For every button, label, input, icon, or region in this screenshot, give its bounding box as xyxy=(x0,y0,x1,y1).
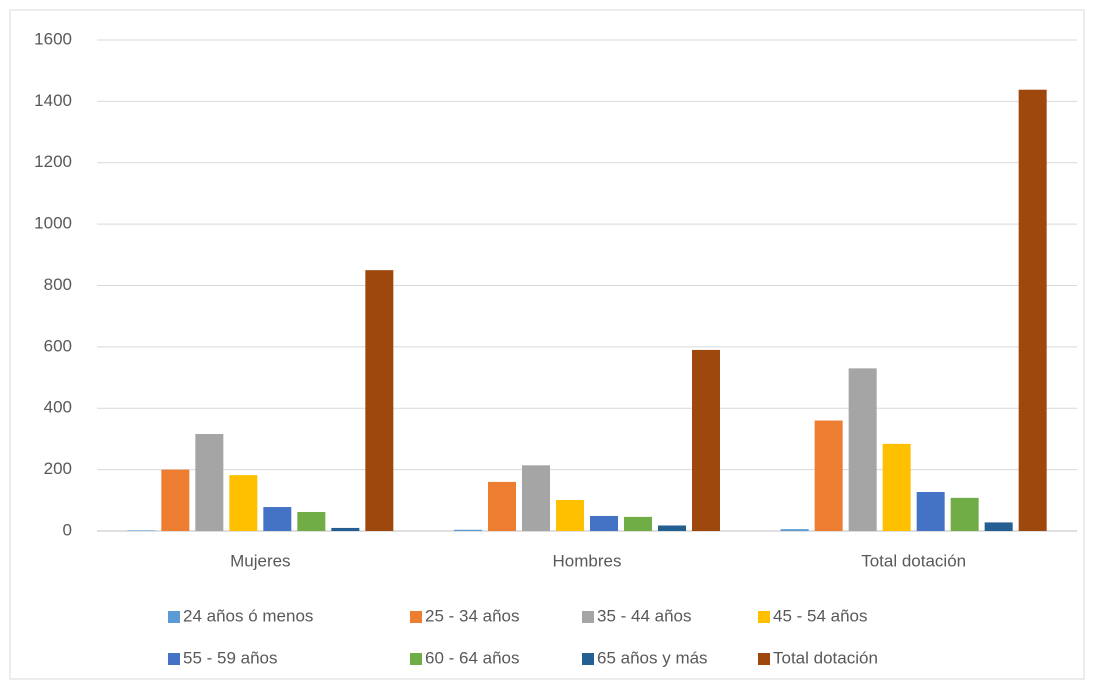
bar xyxy=(556,500,584,531)
y-tick-label: 1400 xyxy=(34,91,72,110)
bar xyxy=(229,475,258,531)
bar xyxy=(984,522,1013,531)
bar xyxy=(658,525,686,531)
bar xyxy=(780,529,809,531)
legend-swatch xyxy=(410,611,422,623)
y-tick-label: 400 xyxy=(44,398,72,417)
y-tick-label: 0 xyxy=(63,520,72,539)
bar xyxy=(848,368,877,531)
bar xyxy=(950,497,979,531)
bar xyxy=(161,469,190,531)
legend-label: Total dotación xyxy=(773,648,878,667)
y-tick-label: 600 xyxy=(44,336,72,355)
y-tick-label: 1000 xyxy=(34,214,72,233)
bar xyxy=(454,529,482,531)
bar xyxy=(814,420,843,531)
legend-label: 65 años y más xyxy=(597,648,708,667)
bar xyxy=(195,434,224,531)
bar xyxy=(522,465,550,531)
y-tick-label: 1200 xyxy=(34,152,72,171)
bar xyxy=(1018,89,1047,532)
legend-label: 55 - 59 años xyxy=(183,648,278,667)
legend-label: 45 - 54 años xyxy=(773,606,868,625)
bar xyxy=(488,481,516,531)
bar xyxy=(297,511,326,531)
y-tick-label: 200 xyxy=(44,459,72,478)
legend-label: 60 - 64 años xyxy=(425,648,520,667)
chart-frame xyxy=(9,9,1085,680)
legend-swatch xyxy=(168,653,180,665)
legend-label: 35 - 44 años xyxy=(597,606,692,625)
legend-swatch xyxy=(758,653,770,665)
legend-label: 24 años ó menos xyxy=(183,606,313,625)
legend-swatch xyxy=(758,611,770,623)
bar xyxy=(692,349,720,531)
bar xyxy=(590,515,618,531)
x-tick-label: Mujeres xyxy=(230,551,290,570)
x-tick-label: Total dotación xyxy=(861,551,966,570)
y-tick-label: 1600 xyxy=(34,29,72,48)
bar xyxy=(127,530,156,531)
y-tick-label: 800 xyxy=(44,275,72,294)
bar xyxy=(263,507,292,531)
legend-label: 25 - 34 años xyxy=(425,606,520,625)
bar xyxy=(916,492,945,531)
legend-swatch xyxy=(582,653,594,665)
legend-swatch xyxy=(410,653,422,665)
bar xyxy=(882,443,911,531)
legend-swatch xyxy=(168,611,180,623)
legend-swatch xyxy=(582,611,594,623)
bar xyxy=(365,270,394,531)
bar xyxy=(331,527,360,531)
x-tick-label: Hombres xyxy=(553,551,622,570)
bar xyxy=(624,516,652,531)
